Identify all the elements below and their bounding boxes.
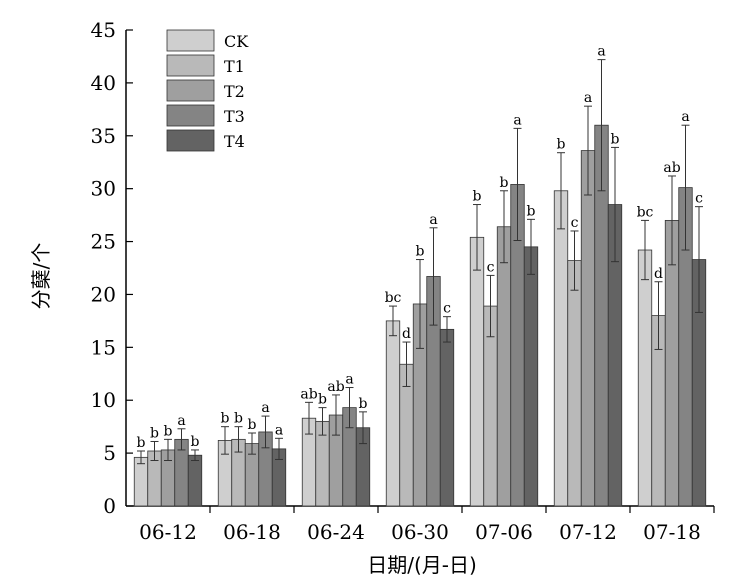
bar bbox=[567, 260, 582, 507]
y-axis-title: 分蘖/个 bbox=[29, 243, 53, 310]
y-tick-label: 40 bbox=[91, 71, 116, 95]
data-label: b bbox=[527, 203, 536, 219]
y-tick-label: 45 bbox=[91, 18, 116, 42]
y-tick-label: 35 bbox=[91, 124, 116, 148]
bar bbox=[637, 249, 653, 507]
data-label: bc bbox=[637, 204, 654, 220]
data-label: d bbox=[654, 266, 663, 282]
y-tick-label: 0 bbox=[103, 494, 116, 518]
data-label: c bbox=[487, 259, 495, 275]
data-label: c bbox=[571, 215, 579, 231]
x-tick-label: 06-12 bbox=[139, 520, 197, 544]
data-label: a bbox=[177, 413, 185, 429]
data-label: a bbox=[597, 44, 605, 60]
legend-swatch bbox=[166, 79, 215, 102]
y-tick-label: 30 bbox=[91, 177, 116, 201]
y-tick-label: 5 bbox=[103, 441, 116, 465]
legend-swatch bbox=[166, 129, 215, 152]
data-label: b bbox=[500, 175, 509, 191]
data-label: b bbox=[611, 131, 620, 147]
x-tick-label: 07-12 bbox=[559, 520, 617, 544]
bar bbox=[523, 246, 539, 507]
data-label: b bbox=[150, 425, 159, 441]
x-axis-title: 日期/(月-日) bbox=[367, 553, 477, 577]
data-label: b bbox=[416, 244, 425, 260]
plot-area: 0 5 10 15 20 25 30 35 40 45 06-12 06-18 06-24 06-30 07… bbox=[91, 18, 715, 544]
data-label: b bbox=[221, 411, 230, 427]
data-label: a bbox=[429, 212, 437, 228]
data-label: ab bbox=[663, 160, 680, 176]
bar bbox=[553, 190, 569, 507]
x-tick-label: 06-24 bbox=[307, 520, 365, 544]
data-label: c bbox=[695, 191, 703, 207]
bar bbox=[187, 454, 203, 507]
legend-label: T1 bbox=[224, 57, 245, 76]
legend-label: T2 bbox=[224, 82, 245, 101]
bar bbox=[580, 150, 596, 507]
y-tick-label: 10 bbox=[91, 388, 116, 412]
data-label: b bbox=[191, 434, 200, 450]
data-label: a bbox=[275, 422, 283, 438]
data-label: b bbox=[137, 435, 146, 451]
x-tick-label: 07-06 bbox=[475, 520, 533, 544]
legend-swatch bbox=[166, 54, 215, 77]
data-label: bc bbox=[385, 290, 402, 306]
bar bbox=[133, 456, 149, 507]
x-tick-label: 06-30 bbox=[391, 520, 449, 544]
data-label: a bbox=[513, 112, 521, 128]
data-label: c bbox=[443, 301, 451, 317]
data-label: ab bbox=[327, 379, 344, 395]
data-label: a bbox=[261, 400, 269, 416]
data-label: b bbox=[164, 423, 173, 439]
bar bbox=[496, 226, 512, 507]
data-label: b bbox=[318, 392, 327, 408]
data-label: b bbox=[359, 396, 368, 412]
data-label: a bbox=[584, 90, 592, 106]
legend-swatch bbox=[166, 104, 215, 127]
data-label: b bbox=[557, 137, 566, 153]
data-label: a bbox=[345, 372, 353, 388]
data-label: d bbox=[402, 326, 411, 342]
bar bbox=[385, 320, 401, 507]
data-label: b bbox=[234, 411, 243, 427]
data-label: b bbox=[248, 417, 257, 433]
x-tick-label: 07-18 bbox=[643, 520, 701, 544]
y-tick-label: 15 bbox=[91, 335, 116, 359]
x-tick-label: 06-18 bbox=[223, 520, 281, 544]
legend-label: T4 bbox=[224, 132, 245, 151]
bar bbox=[439, 328, 455, 507]
data-label: a bbox=[681, 109, 689, 125]
legend-swatch bbox=[166, 29, 215, 52]
data-label: ab bbox=[300, 386, 317, 402]
legend-label: CK bbox=[224, 32, 249, 51]
y-tick-label: 25 bbox=[91, 230, 116, 254]
y-tick-label: 20 bbox=[91, 282, 116, 306]
legend-label: T3 bbox=[224, 107, 245, 126]
data-label: b bbox=[473, 189, 482, 205]
bar bbox=[469, 236, 485, 507]
